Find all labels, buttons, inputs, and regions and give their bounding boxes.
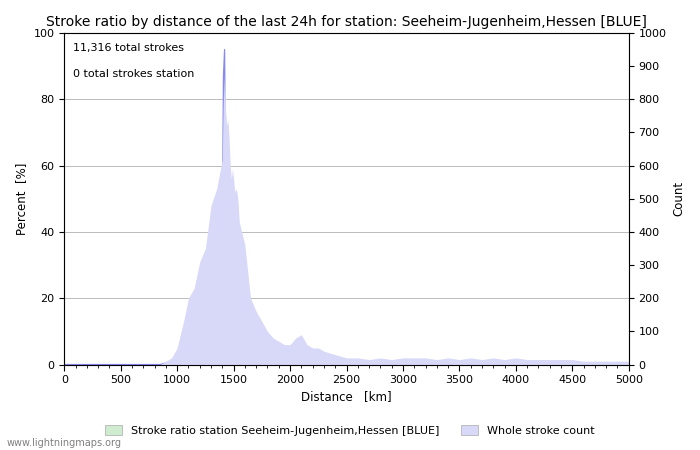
Y-axis label: Percent  [%]: Percent [%]: [15, 162, 28, 235]
Title: Stroke ratio by distance of the last 24h for station: Seeheim-Jugenheim,Hessen [: Stroke ratio by distance of the last 24h…: [46, 15, 647, 29]
Legend: Stroke ratio station Seeheim-Jugenheim,Hessen [BLUE], Whole stroke count: Stroke ratio station Seeheim-Jugenheim,H…: [101, 420, 599, 440]
Y-axis label: Count: Count: [672, 181, 685, 216]
X-axis label: Distance   [km]: Distance [km]: [301, 391, 392, 404]
Text: 0 total strokes station: 0 total strokes station: [73, 69, 194, 79]
Text: www.lightningmaps.org: www.lightningmaps.org: [7, 438, 122, 448]
Text: 11,316 total strokes: 11,316 total strokes: [73, 43, 183, 53]
